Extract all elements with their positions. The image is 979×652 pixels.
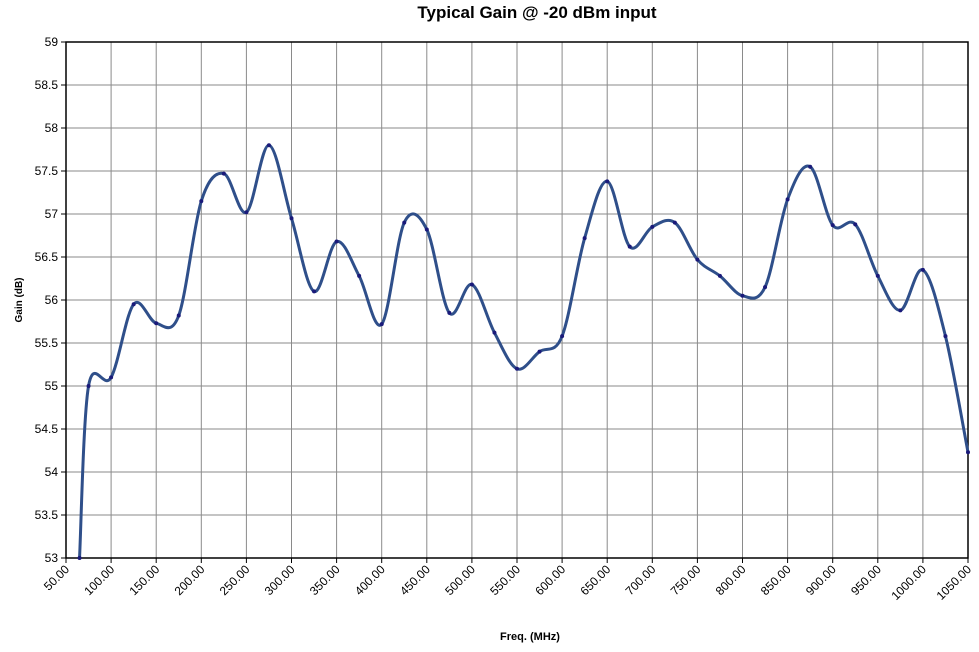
data-point — [740, 293, 745, 298]
data-point — [109, 375, 114, 380]
data-point — [627, 244, 632, 249]
data-point — [717, 273, 722, 278]
data-point — [830, 223, 835, 228]
data-point — [605, 179, 610, 184]
data-point — [131, 302, 136, 307]
x-tick-label: 350.00 — [307, 562, 343, 598]
data-point — [447, 310, 452, 315]
data-point — [469, 282, 474, 287]
x-tick-label: 650.00 — [577, 562, 613, 598]
x-tick-label: 200.00 — [172, 562, 208, 598]
data-point — [402, 220, 407, 225]
y-tick-label: 58 — [45, 121, 59, 135]
y-axis-label: Gain (dB) — [14, 278, 25, 323]
x-tick-label: 300.00 — [262, 562, 298, 598]
data-point — [77, 556, 82, 560]
data-point — [560, 334, 565, 339]
data-point — [763, 285, 768, 290]
x-tick-label: 250.00 — [217, 562, 253, 598]
y-tick-label: 58.5 — [35, 78, 59, 92]
x-tick-label: 600.00 — [532, 562, 568, 598]
data-point — [582, 236, 587, 241]
data-point — [334, 239, 339, 244]
x-tick-label: 950.00 — [848, 562, 884, 598]
data-point — [515, 366, 519, 371]
y-tick-label: 53.5 — [35, 508, 59, 522]
x-tick-label: 550.00 — [487, 562, 523, 598]
data-point — [808, 164, 813, 169]
x-tick-label: 900.00 — [803, 562, 839, 598]
data-point — [672, 220, 677, 225]
x-tick-label: 700.00 — [623, 562, 659, 598]
x-tick-label: 800.00 — [713, 562, 749, 598]
chart-title: Typical Gain @ -20 dBm input — [417, 3, 657, 22]
x-tick-label: 100.00 — [81, 562, 117, 598]
y-tick-label: 56 — [45, 293, 59, 307]
y-tick-label: 59 — [45, 35, 59, 49]
plot-frame — [65, 41, 969, 559]
data-point — [199, 199, 204, 204]
data-point — [176, 313, 181, 318]
data-point — [154, 321, 159, 326]
data-point — [266, 143, 271, 148]
x-tick-label: 150.00 — [126, 562, 162, 598]
data-point — [920, 267, 925, 272]
data-point — [379, 322, 384, 327]
x-axis-label: Freq. (MHz) — [500, 631, 560, 643]
y-tick-label: 55 — [45, 379, 59, 393]
data-point — [221, 171, 226, 176]
data-point — [650, 224, 655, 229]
data-point — [898, 308, 903, 313]
x-tick-label: 500.00 — [442, 562, 478, 598]
data-point — [537, 349, 542, 354]
data-point — [357, 273, 362, 278]
data-point — [312, 289, 317, 294]
data-point — [424, 227, 429, 232]
data-point — [853, 222, 858, 227]
x-tick-label: 1050.00 — [934, 562, 975, 603]
data-point — [289, 216, 294, 221]
line-series — [78, 143, 970, 559]
x-tick-label: 400.00 — [352, 562, 388, 598]
y-tick-label: 54.5 — [35, 422, 59, 436]
y-tick-label: 55.5 — [35, 336, 59, 350]
x-tick-label: 450.00 — [397, 562, 433, 598]
x-tick-label: 850.00 — [758, 562, 794, 598]
y-tick-label: 56.5 — [35, 250, 59, 264]
data-point — [86, 384, 91, 388]
data-point — [966, 450, 970, 455]
data-point — [875, 273, 880, 278]
x-tick-label: 50.00 — [41, 562, 72, 593]
y-tick-label: 54 — [45, 465, 59, 479]
y-tick-label: 57 — [45, 207, 59, 221]
x-tick-label: 1000.00 — [888, 562, 929, 603]
y-tick-label: 57.5 — [35, 164, 59, 178]
data-point — [492, 330, 497, 335]
y-tick-label: 53 — [45, 551, 59, 565]
data-point — [695, 257, 700, 262]
x-tick-label: 750.00 — [668, 562, 704, 598]
data-point — [785, 197, 790, 202]
data-point — [244, 210, 249, 215]
data-point — [943, 334, 948, 339]
